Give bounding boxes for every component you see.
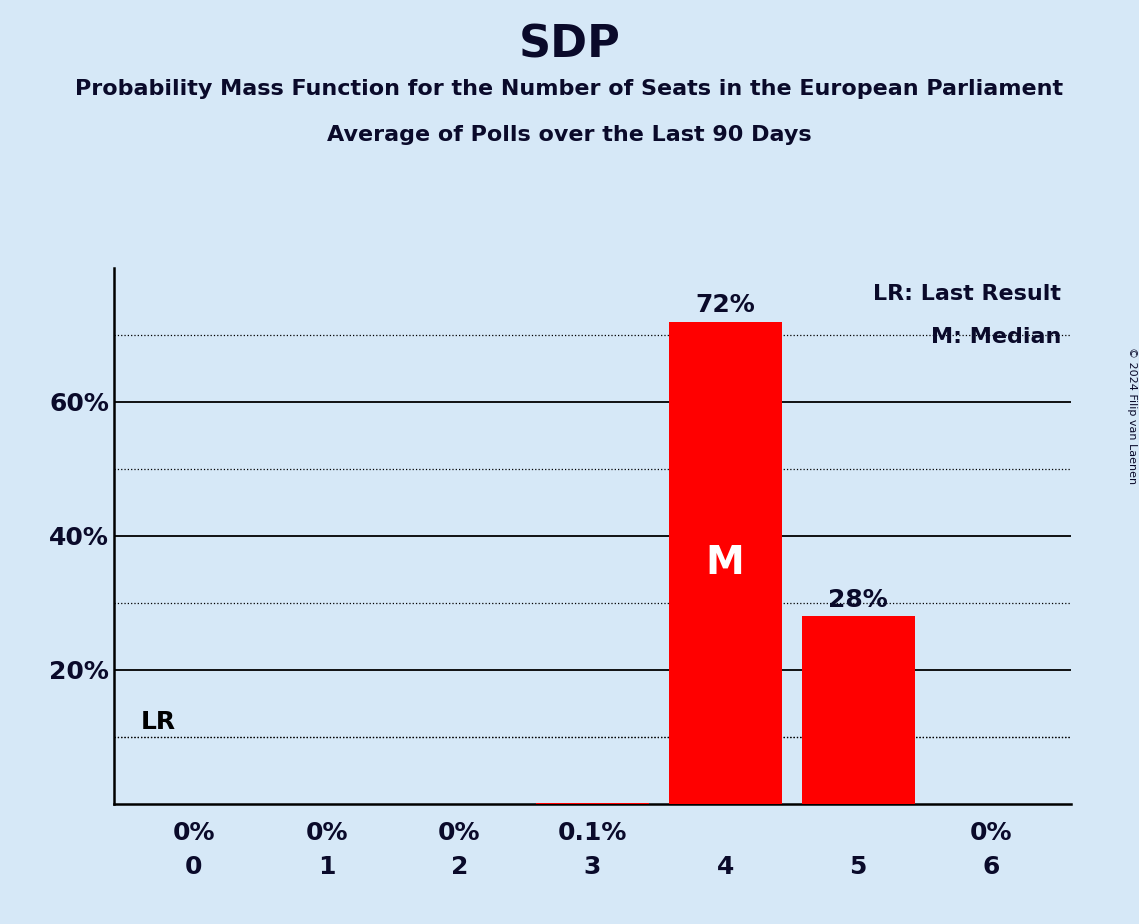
Text: © 2024 Filip van Laenen: © 2024 Filip van Laenen bbox=[1126, 347, 1137, 484]
Text: 0.1%: 0.1% bbox=[558, 821, 626, 845]
Text: LR: Last Result: LR: Last Result bbox=[874, 284, 1062, 304]
Text: M: Median: M: Median bbox=[931, 327, 1062, 346]
Text: Probability Mass Function for the Number of Seats in the European Parliament: Probability Mass Function for the Number… bbox=[75, 79, 1064, 99]
Text: 0: 0 bbox=[185, 855, 203, 879]
Text: 0%: 0% bbox=[439, 821, 481, 845]
Bar bbox=[802, 616, 915, 804]
Text: 2: 2 bbox=[451, 855, 468, 879]
Text: 0%: 0% bbox=[305, 821, 347, 845]
Text: LR: LR bbox=[140, 710, 175, 734]
Text: 0%: 0% bbox=[969, 821, 1013, 845]
Text: Average of Polls over the Last 90 Days: Average of Polls over the Last 90 Days bbox=[327, 125, 812, 145]
Text: SDP: SDP bbox=[518, 23, 621, 67]
Text: M: M bbox=[706, 543, 745, 582]
Text: 3: 3 bbox=[583, 855, 601, 879]
Text: 28%: 28% bbox=[828, 588, 888, 612]
Text: 5: 5 bbox=[850, 855, 867, 879]
Text: 0%: 0% bbox=[172, 821, 215, 845]
Bar bbox=[669, 322, 781, 804]
Text: 4: 4 bbox=[716, 855, 734, 879]
Text: 6: 6 bbox=[982, 855, 1000, 879]
Text: 1: 1 bbox=[318, 855, 335, 879]
Text: 72%: 72% bbox=[695, 293, 755, 317]
